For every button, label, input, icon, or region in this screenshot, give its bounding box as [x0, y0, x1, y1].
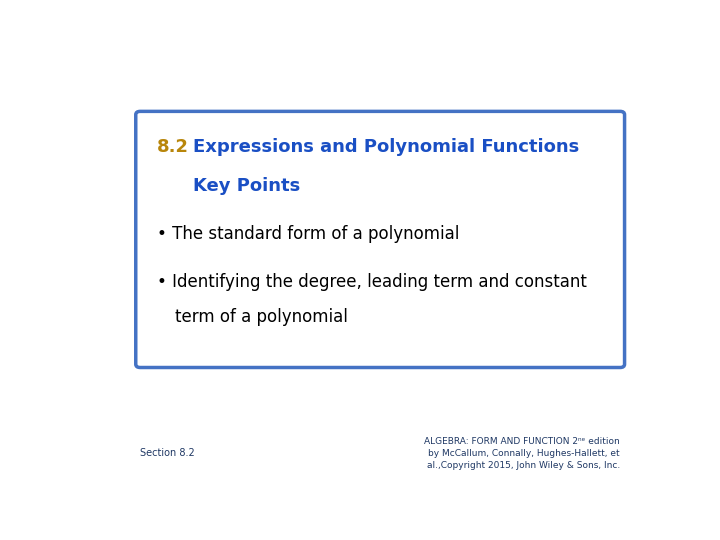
- Text: • Identifying the degree, leading term and constant: • Identifying the degree, leading term a…: [157, 273, 587, 291]
- Text: Section 8.2: Section 8.2: [140, 448, 195, 458]
- Text: Key Points: Key Points: [193, 177, 300, 195]
- Text: Expressions and Polynomial Functions: Expressions and Polynomial Functions: [193, 138, 580, 156]
- Text: • The standard form of a polynomial: • The standard form of a polynomial: [157, 225, 459, 243]
- FancyBboxPatch shape: [136, 111, 624, 368]
- Text: ALGEBRA: FORM AND FUNCTION 2ⁿᵉ edition
by McCallum, Connally, Hughes-Hallett, et: ALGEBRA: FORM AND FUNCTION 2ⁿᵉ edition b…: [424, 437, 620, 470]
- Text: 8.2: 8.2: [157, 138, 189, 156]
- Text: term of a polynomial: term of a polynomial: [176, 308, 348, 326]
